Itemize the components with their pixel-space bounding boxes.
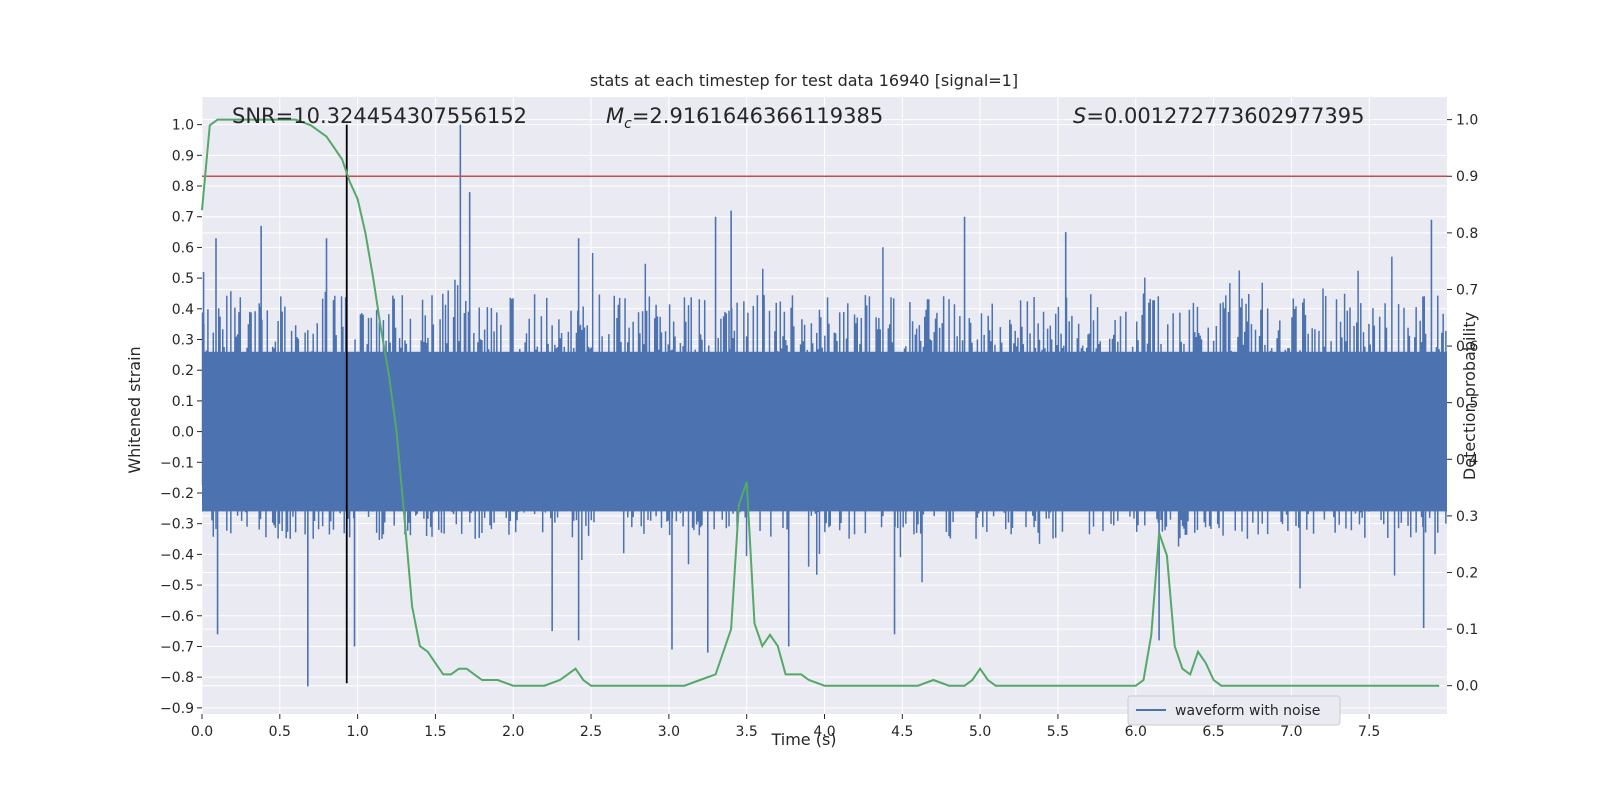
legend: waveform with noise: [1127, 695, 1341, 726]
y-left-tick-label: 0.8: [172, 179, 194, 195]
legend-label: waveform with noise: [1175, 703, 1320, 719]
y-left-tick-label: 0.3: [172, 333, 194, 349]
y-left-tick-label: −0.5: [160, 578, 194, 594]
y-left-tick-label: 0.9: [172, 148, 194, 164]
y-left-tick-label: 0.6: [172, 240, 194, 256]
x-tick-label: 5.5: [1047, 724, 1069, 740]
y-right-tick-label: 0.8: [1456, 226, 1478, 242]
y-right-tick-label: 0.2: [1456, 565, 1478, 581]
s-annotation: S=0.001272773602977395: [1073, 104, 1364, 128]
y-right-axis-label: Detection probability: [1460, 312, 1479, 480]
y-left-tick-label: 0.0: [172, 425, 194, 441]
snr-annotation: SNR=10.324454307556152: [232, 104, 527, 128]
x-tick-label: 0.0: [191, 724, 213, 740]
y-left-tick-label: −0.9: [160, 701, 194, 717]
y-left-tick-label: −0.2: [160, 486, 194, 502]
x-tick-label: 3.0: [658, 724, 680, 740]
y-left-tick-label: 0.2: [172, 363, 194, 379]
x-tick-label: 7.0: [1280, 724, 1302, 740]
y-left-tick-label: −0.3: [160, 517, 194, 533]
y-right-tick-label: 0.9: [1456, 169, 1478, 185]
y-left-tick-label: 0.7: [172, 210, 194, 226]
x-tick-label: 6.0: [1125, 724, 1147, 740]
y-left-tick-label: 0.4: [172, 302, 194, 318]
chirp-mass-annotation: Mc=2.9161646366119385: [606, 104, 883, 132]
x-tick-label: 4.0: [813, 724, 835, 740]
x-axis-ticks: 0.0 0.5 1.0 1.5 2.0 2.5 3.0 3.5 4.0 4.5 5.0 5.5 6.0 6…: [191, 714, 1380, 740]
waveform-core: [202, 351, 1447, 512]
y-left-tick-label: −0.7: [160, 639, 194, 655]
x-tick-label: 5.0: [969, 724, 991, 740]
y-right-tick-label: 1.0: [1456, 113, 1478, 129]
y-right-tick-label: 0.5: [1456, 396, 1478, 412]
chart-title: stats at each timestep for test data 169…: [590, 71, 1018, 90]
x-tick-label: 1.5: [424, 724, 446, 740]
y-left-tick-label: −0.8: [160, 670, 194, 686]
y-left-tick-label: −0.4: [160, 547, 194, 563]
x-axis-label: Time (s): [770, 730, 836, 749]
y-right-tick-label: 0.4: [1456, 452, 1478, 468]
y-left-tick-label: 0.1: [172, 394, 194, 410]
y-right-tick-label: 0.0: [1456, 679, 1478, 695]
y-right-tick-label: 0.1: [1456, 622, 1478, 638]
y-left-tick-label: 1.0: [172, 118, 194, 134]
y-right-axis-ticks: 0.0 0.1 0.2 0.3 0.4 0.5 0.6 0.7 0.8 0.9 1.0: [1447, 113, 1478, 695]
detection-probability-line: [201, 118, 1440, 687]
x-tick-label: 6.5: [1202, 724, 1224, 740]
y-left-axis-label: Whitened strain: [125, 346, 144, 473]
y-left-tick-label: −0.6: [160, 609, 194, 625]
x-tick-label: 4.5: [891, 724, 913, 740]
x-tick-label: 2.0: [502, 724, 524, 740]
y-right-tick-label: 0.6: [1456, 339, 1478, 355]
x-tick-label: 1.0: [346, 724, 368, 740]
x-tick-label: 2.5: [580, 724, 602, 740]
y-left-tick-label: −0.1: [160, 455, 194, 471]
y-right-tick-label: 0.3: [1456, 509, 1478, 525]
y-left-axis-ticks: −0.9 −0.8 −0.7 −0.6 −0.5 −0.4 −0.3 −0.2 −0.1 0.0 0…: [160, 118, 202, 717]
y-right-tick-label: 0.7: [1456, 282, 1478, 298]
legend-box: [1127, 695, 1341, 726]
x-tick-label: 7.5: [1358, 724, 1380, 740]
waveform-series: [201, 124, 1447, 687]
y-left-tick-label: 0.5: [172, 271, 194, 287]
x-tick-label: 3.5: [736, 724, 758, 740]
x-tick-label: 0.5: [269, 724, 291, 740]
